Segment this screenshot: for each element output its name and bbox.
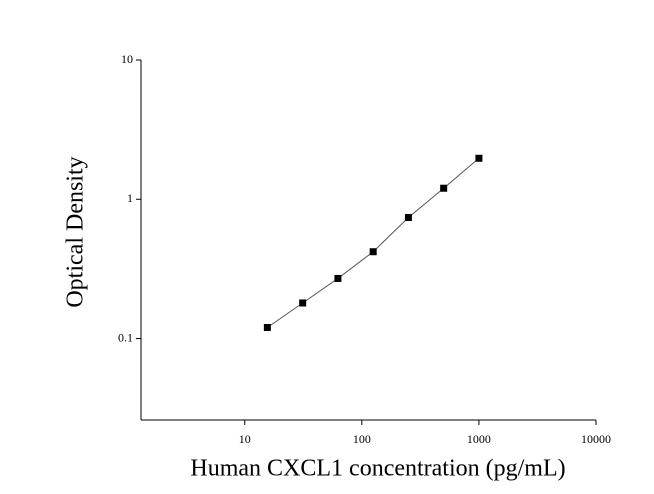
y-tick-label: 1 (127, 191, 133, 205)
point (440, 184, 448, 192)
point (475, 154, 483, 162)
x-tick-label: 10000 (581, 432, 611, 446)
x-tick-label: 1000 (467, 432, 491, 446)
y-tick-label: 10 (121, 52, 133, 66)
point (404, 213, 412, 221)
x-axis-title: Human CXCL1 concentration (pg/mL) (190, 456, 565, 482)
x-tick-label: 10 (239, 432, 251, 446)
y-axis-title: Optical Density (63, 156, 89, 307)
point (299, 299, 307, 307)
point (263, 324, 271, 332)
point (369, 248, 377, 256)
fit-curve (267, 157, 480, 328)
point (334, 274, 342, 282)
y-tick-label: 0.1 (118, 330, 133, 344)
x-tick-label: 100 (353, 432, 371, 446)
